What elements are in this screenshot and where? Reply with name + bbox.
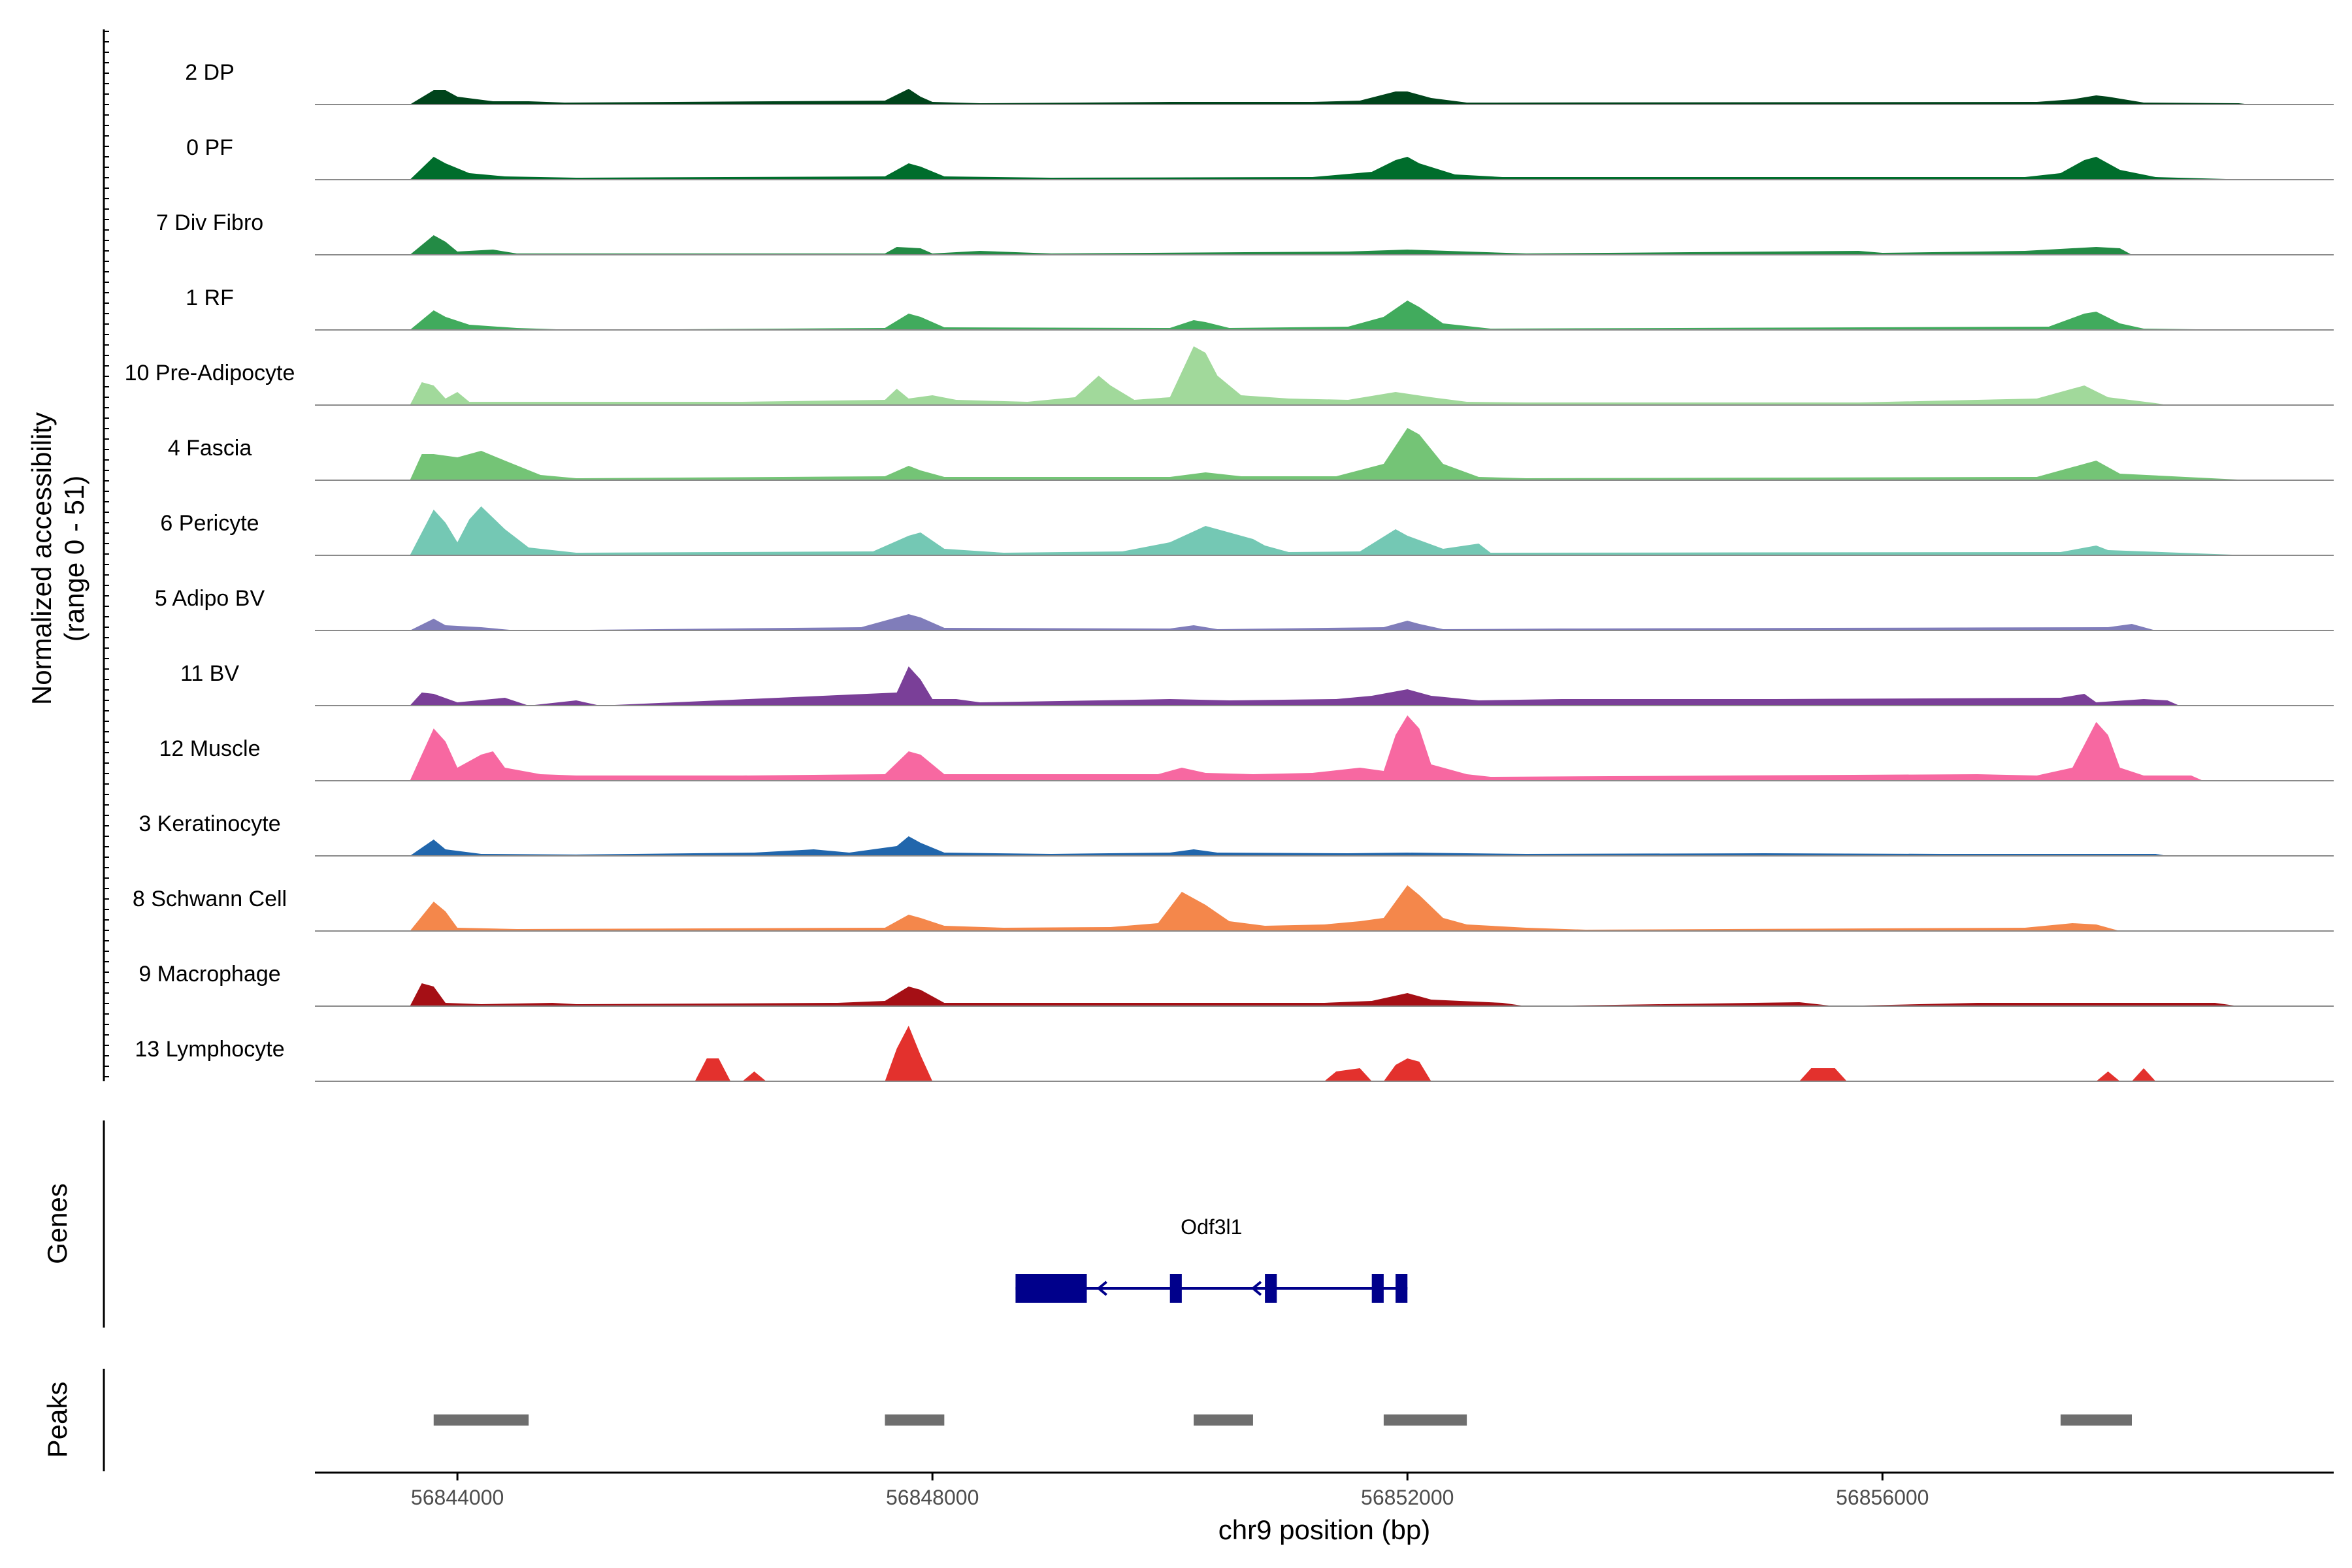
- track-label: 9 Macrophage: [139, 962, 280, 987]
- track-label: 7 Div Fibro: [156, 210, 263, 235]
- track-label: 3 Keratinocyte: [139, 811, 280, 836]
- coverage-area: [410, 983, 2239, 1006]
- coverage-tracks: [315, 89, 2334, 1082]
- peak-bar: [1194, 1414, 1253, 1426]
- x-tick-label: 56848000: [886, 1486, 979, 1509]
- coverage-area: [410, 301, 2251, 330]
- coverage-area: [410, 666, 2180, 706]
- track-label: 13 Lymphocyte: [135, 1037, 284, 1062]
- coverage-area: [410, 614, 2156, 630]
- peak-regions: [433, 1414, 2132, 1426]
- gene-exon: [1396, 1274, 1408, 1303]
- gene-annotations: Odf3l1: [1015, 1215, 1408, 1303]
- track-label: 1 RF: [186, 286, 234, 310]
- coverage-area: [410, 836, 2168, 856]
- track-label: 0 PF: [186, 135, 233, 160]
- x-tick-label: 56852000: [1361, 1486, 1454, 1509]
- coverage-y-axis-ticks: [104, 31, 109, 1077]
- x-axis-title: chr9 position (bp): [1218, 1514, 1431, 1545]
- coverage-area: [410, 157, 2251, 180]
- gene-exon: [1265, 1274, 1277, 1303]
- y-axis-title: Normalized accessibility: [26, 412, 57, 705]
- peak-bar: [433, 1414, 529, 1426]
- peak-bar: [1383, 1414, 1467, 1426]
- strand-arrow: [1096, 1281, 1107, 1296]
- strand-arrow: [1250, 1281, 1262, 1296]
- gene-exon: [1371, 1274, 1384, 1303]
- coverage-area: [410, 89, 2251, 105]
- track-label: 5 Adipo BV: [155, 586, 265, 611]
- gene-name-label: Odf3l1: [1181, 1215, 1242, 1239]
- y-axis-title-range: (range 0 - 51): [59, 476, 90, 642]
- track-labels: 2 DP 0 PF 7 Div Fibro 1 RF 10 Pre-Adipocyte 4…: [125, 60, 295, 1062]
- x-axis-ticks: 56844000 56848000 56852000 56856000: [411, 1473, 1929, 1509]
- coverage-area: [410, 428, 2251, 480]
- track-label: 10 Pre-Adipocyte: [125, 361, 295, 385]
- track-label: 12 Muscle: [159, 736, 261, 761]
- track-label: 2 DP: [185, 60, 235, 85]
- peak-bar: [2060, 1414, 2132, 1426]
- peak-bar: [885, 1414, 945, 1426]
- x-tick-label: 56844000: [411, 1486, 504, 1509]
- gene-exon: [1169, 1274, 1182, 1303]
- track-label: 4 Fascia: [168, 436, 252, 461]
- track-label: 6 Pericyte: [160, 511, 259, 536]
- genes-panel-label: Genes: [42, 1183, 73, 1264]
- gene-exon: [1015, 1274, 1087, 1303]
- track-label: 8 Schwann Cell: [133, 887, 287, 911]
- coverage-area: [410, 235, 2132, 255]
- x-tick-label: 56856000: [1836, 1486, 1929, 1509]
- track-label: 11 BV: [180, 661, 239, 686]
- peaks-panel-label: Peaks: [42, 1382, 73, 1458]
